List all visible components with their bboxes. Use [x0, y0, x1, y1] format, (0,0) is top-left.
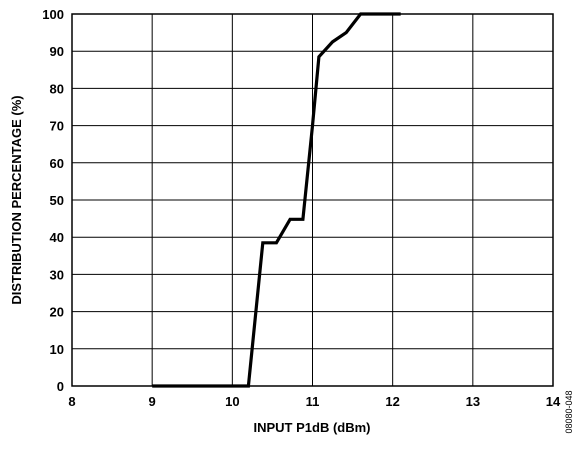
y-tick-label: 90 — [50, 44, 64, 59]
x-tick-label: 12 — [385, 394, 399, 409]
y-tick-label: 100 — [42, 7, 64, 22]
x-tick-label: 14 — [546, 394, 561, 409]
plot-frame — [71, 13, 554, 387]
y-tick-label: 50 — [50, 193, 64, 208]
y-axis-title: DISTRIBUTION PERCENTAGE (%) — [9, 95, 24, 304]
x-tick-label: 9 — [149, 394, 156, 409]
x-tick-label: 11 — [306, 394, 320, 409]
y-tick-label: 0 — [57, 379, 64, 394]
y-tick-label: 80 — [50, 81, 64, 96]
series-line — [152, 12, 401, 388]
x-tick-labels: 8 9 10 11 12 13 14 — [68, 394, 561, 409]
grid-lines — [72, 14, 553, 386]
y-tick-label: 10 — [50, 342, 64, 357]
x-tick-label: 10 — [225, 394, 239, 409]
figure-id: 08080-048 — [564, 390, 574, 433]
x-axis-title: INPUT P1dB (dBm) — [254, 420, 371, 435]
y-tick-labels: 0 10 20 30 40 50 60 70 80 90 100 — [42, 7, 64, 394]
y-tick-label: 60 — [50, 156, 64, 171]
y-tick-label: 40 — [50, 230, 64, 245]
y-tick-label: 70 — [50, 119, 64, 134]
y-tick-label: 30 — [50, 267, 64, 282]
series-layer — [152, 12, 401, 388]
x-tick-label: 13 — [466, 394, 480, 409]
x-tick-label: 8 — [68, 394, 75, 409]
y-tick-label: 20 — [50, 305, 64, 320]
